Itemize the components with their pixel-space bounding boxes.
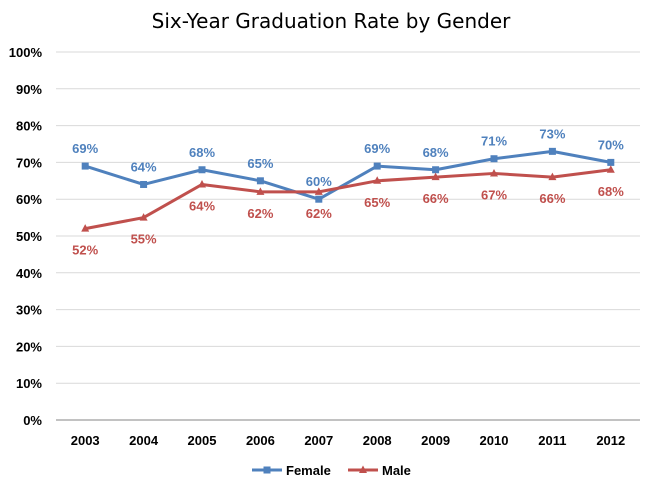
data-point — [490, 155, 498, 163]
data-point — [256, 187, 265, 195]
legend-item-male: Male — [348, 463, 411, 478]
data-label: 68% — [423, 145, 449, 160]
x-axis-tick-labels: 2003 2004 2005 2006 2007 2008 2009 2010 2011 2012 — [71, 433, 626, 448]
data-label: 69% — [72, 141, 98, 156]
data-point — [198, 166, 206, 174]
y-tick-label: 80% — [16, 119, 42, 134]
y-tick-label: 40% — [16, 266, 42, 281]
y-tick-label: 70% — [16, 155, 42, 170]
y-tick-label: 30% — [16, 303, 42, 318]
data-label: 65% — [247, 156, 273, 171]
y-axis-tick-labels: 0% 10% 20% 30% 40% 50% 60% 70% 80% 90% 100% — [9, 45, 43, 428]
data-point — [607, 158, 615, 166]
data-label: 68% — [189, 145, 215, 160]
data-point — [198, 179, 206, 188]
data-label: 62% — [247, 206, 273, 221]
x-tick-label: 2009 — [421, 433, 450, 448]
series-group: 69%64%68%65%60%69% 68%71% 73%70%52%55%64% 6… — [72, 126, 624, 257]
series-female: 69% 64% 68% 65% 60% 69% 68% 71% 73% 70% — [72, 126, 624, 203]
x-tick-label: 2004 — [129, 433, 159, 448]
data-label: 69% — [364, 141, 390, 156]
data-point — [139, 213, 148, 221]
x-tick-label: 2008 — [363, 433, 392, 448]
data-point — [432, 166, 440, 174]
data-point — [140, 180, 148, 188]
data-label: 60% — [306, 174, 332, 189]
data-label: 71% — [481, 134, 507, 149]
data-point — [314, 187, 323, 195]
data-label: 64% — [131, 159, 157, 174]
data-point — [373, 176, 382, 184]
data-label: 66% — [539, 191, 565, 206]
data-label: 67% — [481, 187, 507, 202]
data-label: 66% — [423, 191, 449, 206]
data-label: 65% — [364, 195, 390, 210]
x-tick-label: 2006 — [246, 433, 275, 448]
series-line-male — [84, 168, 611, 231]
gridlines — [56, 51, 640, 421]
y-tick-label: 20% — [16, 339, 42, 354]
y-tick-label: 90% — [16, 82, 42, 97]
data-point — [81, 162, 89, 170]
y-tick-label: 0% — [23, 413, 42, 428]
legend-item-female: Female — [252, 463, 331, 478]
x-tick-label: 2012 — [596, 433, 625, 448]
data-point — [315, 195, 323, 203]
data-label: 62% — [306, 206, 332, 221]
data-point — [548, 172, 557, 181]
legend-marker — [263, 466, 271, 474]
chart-title: Six-Year Graduation Rate by Gender — [152, 9, 511, 33]
legend-label: Male — [382, 463, 411, 478]
series-male: 52% 55% 64% 62% 62% 65% 66% 67% 66% 68% — [72, 165, 624, 258]
data-point — [606, 165, 615, 173]
legend-label: Female — [286, 463, 331, 478]
x-tick-label: 2007 — [304, 433, 333, 448]
data-point — [256, 177, 264, 185]
legend-marker — [359, 465, 367, 473]
legend: Female Male — [252, 463, 411, 478]
series-line-female — [84, 149, 612, 201]
x-tick-label: 2003 — [71, 433, 100, 448]
data-label: 68% — [598, 184, 624, 199]
x-tick-label: 2011 — [538, 433, 566, 448]
data-point — [373, 162, 381, 170]
y-tick-label: 10% — [16, 376, 42, 391]
x-tick-label: 2010 — [480, 433, 509, 448]
y-tick-label: 50% — [16, 229, 42, 244]
data-label: 52% — [72, 243, 98, 258]
x-tick-label: 2005 — [188, 433, 217, 448]
data-point — [548, 147, 556, 155]
y-tick-label: 60% — [16, 192, 42, 207]
data-point — [81, 224, 90, 232]
data-label: 70% — [598, 137, 624, 152]
data-point — [431, 172, 440, 181]
y-tick-label: 100% — [9, 45, 43, 60]
data-label: 55% — [131, 232, 157, 247]
data-point — [490, 168, 498, 177]
data-label: 73% — [539, 126, 565, 141]
data-label: 64% — [189, 198, 215, 213]
